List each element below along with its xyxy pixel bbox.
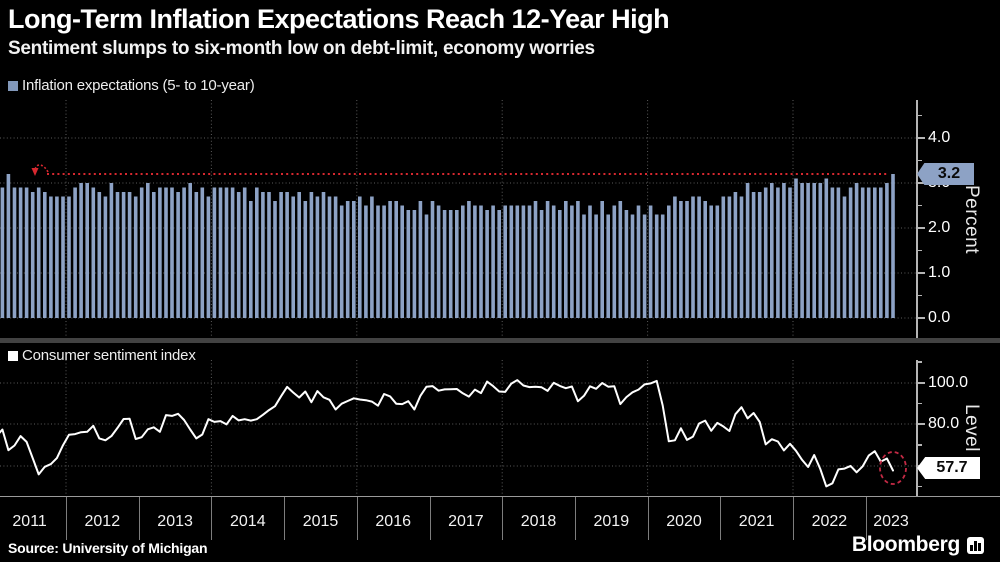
- sentiment-y-axis: 100.0 80.0: [916, 360, 1000, 496]
- legend-swatch-inflation-icon: [8, 80, 18, 91]
- year-label: 2019: [593, 513, 630, 530]
- inflation-axis-title: Percent: [961, 184, 982, 254]
- sentiment-line-svg: [0, 360, 916, 496]
- year-tick: [211, 497, 213, 540]
- axis-tick: [918, 227, 925, 229]
- legend-sentiment: Consumer sentiment index: [8, 347, 196, 364]
- axis-minor-tick: [918, 444, 922, 446]
- year-tick: [138, 497, 140, 540]
- year-tick: [720, 497, 722, 540]
- axis-tick-label: 80.0: [928, 415, 960, 432]
- axis-tick-label: 0.0: [928, 309, 951, 326]
- year-label: 2016: [375, 513, 411, 530]
- year-tick: [356, 497, 358, 540]
- year-label: 2013: [157, 513, 193, 530]
- axis-tick: [918, 382, 925, 384]
- year-label: 2022: [811, 513, 848, 530]
- axis-tick: [918, 317, 925, 319]
- axis-minor-tick: [918, 361, 922, 363]
- year-label: 2023: [873, 513, 909, 530]
- page-subtitle: Sentiment slumps to six-month low on deb…: [8, 38, 595, 59]
- year-label: 2011: [12, 513, 47, 530]
- year-label: 2014: [230, 513, 266, 530]
- year-tick: [793, 497, 794, 540]
- source-note: Source: University of Michigan: [8, 540, 208, 556]
- legend-inflation: Inflation expectations (5- to 10-year): [8, 77, 255, 94]
- bloomberg-terminal-icon: [967, 536, 984, 554]
- year-label: 2017: [448, 513, 484, 530]
- axis-minor-tick: [918, 402, 922, 404]
- inflation-bar-chart: [0, 100, 916, 338]
- axis-tick-label: 4.0: [928, 129, 951, 146]
- page-title: Long-Term Inflation Expectations Reach 1…: [8, 4, 670, 34]
- inflation-y-axis: 4.03.02.01.00.0: [916, 100, 1000, 338]
- year-tick: [865, 497, 867, 540]
- year-tick: [284, 497, 286, 540]
- year-label: 2012: [84, 513, 121, 530]
- year-tick: [502, 497, 504, 540]
- year-label: 2018: [520, 513, 557, 530]
- x-axis-line: [0, 496, 1000, 497]
- year-tick: [647, 497, 649, 540]
- axis-tick: [918, 423, 925, 425]
- year-label: 2015: [302, 513, 339, 530]
- axis-minor-tick: [918, 159, 922, 161]
- axis-tick-label: 1.0: [928, 264, 951, 281]
- axis-minor-tick: [918, 485, 922, 487]
- axis-minor-tick: [918, 294, 922, 296]
- axis-tick-label: 2.0: [928, 219, 951, 236]
- legend-sentiment-label: Consumer sentiment index: [22, 347, 196, 364]
- axis-minor-tick: [918, 204, 922, 206]
- bloomberg-logo: Bloomberg: [852, 533, 984, 557]
- axis-tick: [918, 137, 925, 139]
- bloomberg-wordmark: Bloomberg: [851, 533, 960, 556]
- axis-minor-tick: [918, 114, 922, 116]
- axis-tick-label: 100.0: [928, 374, 969, 391]
- x-axis-years: 2011 2012 2013 2014 2015 2016 2017 2018 2019 2020…: [0, 496, 1000, 542]
- legend-swatch-sentiment-icon: [8, 350, 18, 361]
- legend-inflation-label: Inflation expectations (5- to 10-year): [22, 77, 255, 94]
- inflation-last-value-badge: 3.2: [917, 163, 974, 185]
- sentiment-last-value-badge: 57.7: [917, 457, 980, 479]
- year-label: 2020: [666, 513, 702, 530]
- year-tick: [574, 497, 576, 540]
- year-tick: [429, 497, 431, 540]
- axis-tick: [918, 182, 925, 184]
- axis-tick: [918, 272, 925, 274]
- inflation-bars-svg: [0, 100, 916, 338]
- sentiment-line-chart: [0, 360, 916, 496]
- year-tick: [66, 497, 67, 540]
- year-label: 2021: [738, 513, 775, 530]
- panel-divider: [0, 338, 1000, 343]
- sentiment-axis-title: Level: [961, 404, 982, 452]
- axis-minor-tick: [918, 249, 922, 251]
